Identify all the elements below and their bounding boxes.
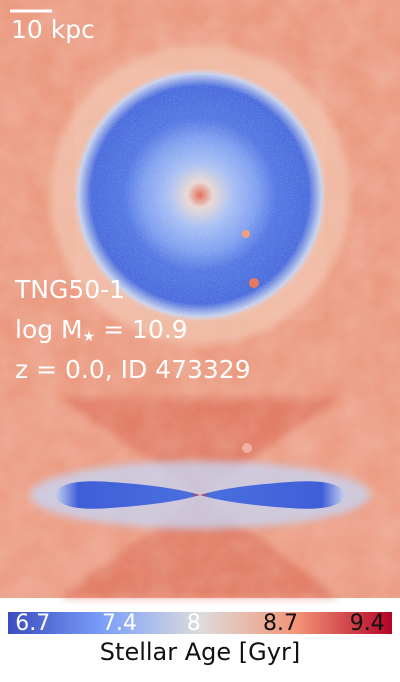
- edge-disk: [55, 481, 345, 509]
- disk-noise: [75, 70, 325, 320]
- mass-suffix: = 10.9: [95, 315, 188, 344]
- mass-label: log M★ = 10.9: [15, 315, 188, 345]
- scale-label: 10 kpc: [11, 15, 95, 44]
- colorbar-tick-label: 8.7: [263, 611, 298, 636]
- clump: [242, 230, 250, 238]
- colorbar: [8, 612, 392, 634]
- colorbar-tick-label: 7.4: [102, 611, 137, 636]
- colorbar-tick-label: 8: [187, 611, 201, 636]
- sim-label: TNG50-1: [14, 275, 125, 304]
- mass-subscript: ★: [83, 329, 96, 345]
- colorbar-label: Stellar Age [Gyr]: [100, 638, 300, 666]
- colorbar-tick-label: 6.7: [15, 611, 50, 636]
- colorbar-tick-label: 9.4: [350, 611, 385, 636]
- clump: [242, 443, 252, 453]
- clump: [249, 278, 259, 288]
- id-label: z = 0.0, ID 473329: [15, 355, 251, 384]
- mass-prefix: log M: [15, 315, 83, 344]
